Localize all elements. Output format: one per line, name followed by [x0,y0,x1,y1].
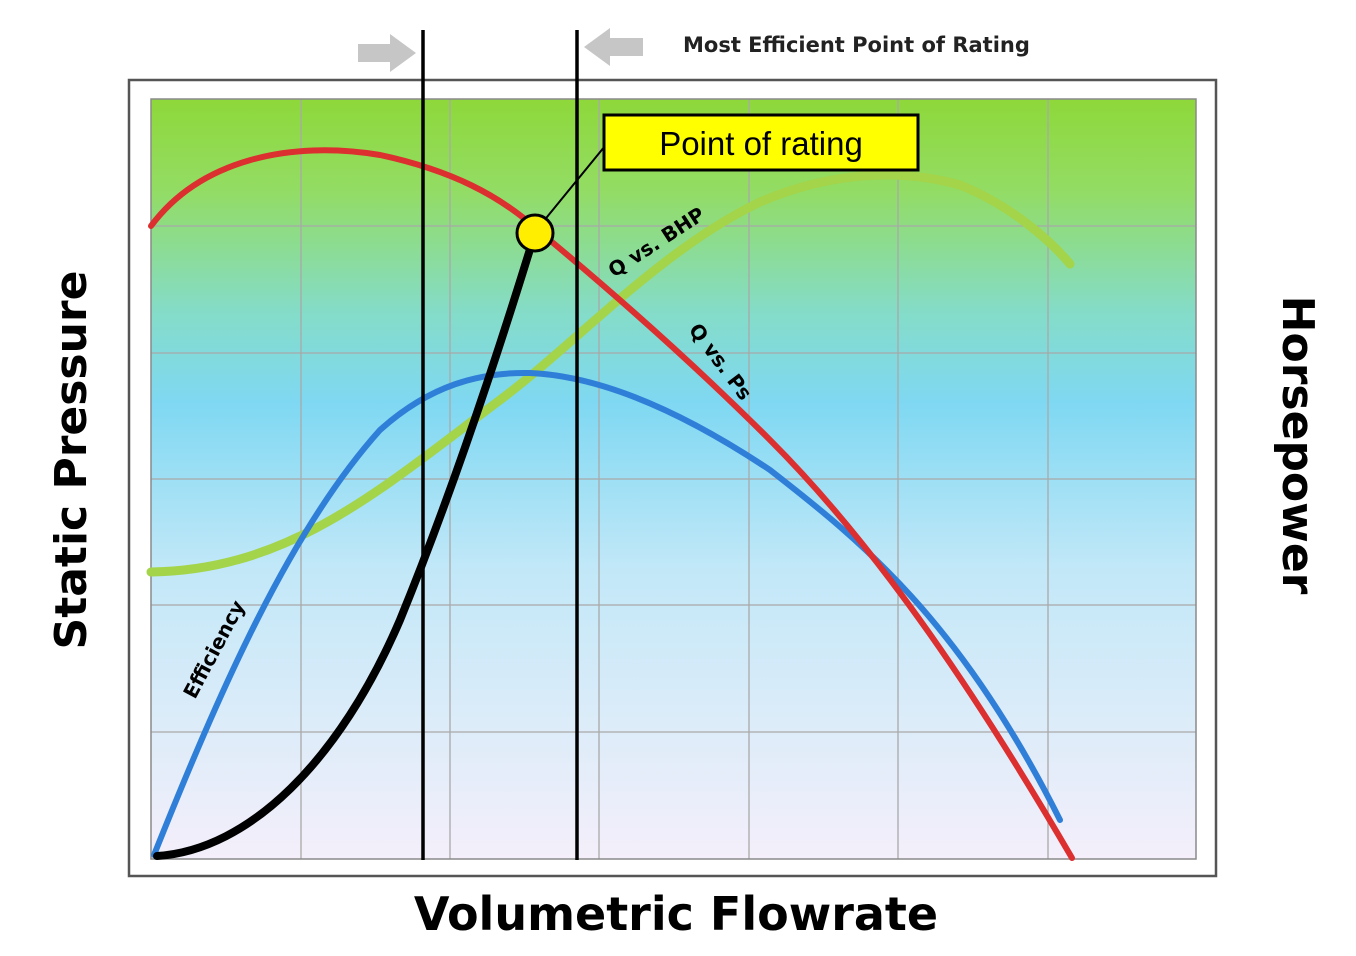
y-axis-left-label: Static Pressure [46,271,97,650]
system-curve [153,229,539,860]
x-axis-label: Volumetric Flowrate [414,887,938,941]
right-arrow-icon [358,34,416,72]
y-axis-right-label: Horsepower [1272,296,1323,595]
callout-box [602,113,920,172]
pressure-curve [148,147,1075,861]
left-arrow-icon [584,28,643,66]
most-efficient-label: Most Efficient Point of Rating [683,33,1030,57]
rating-point-marker [515,213,555,253]
bhp-curve [146,170,1075,577]
callout-text: Point of rating [659,125,863,162]
grid [151,99,1196,859]
callout-leader [537,145,606,229]
plot-border [150,98,1197,860]
